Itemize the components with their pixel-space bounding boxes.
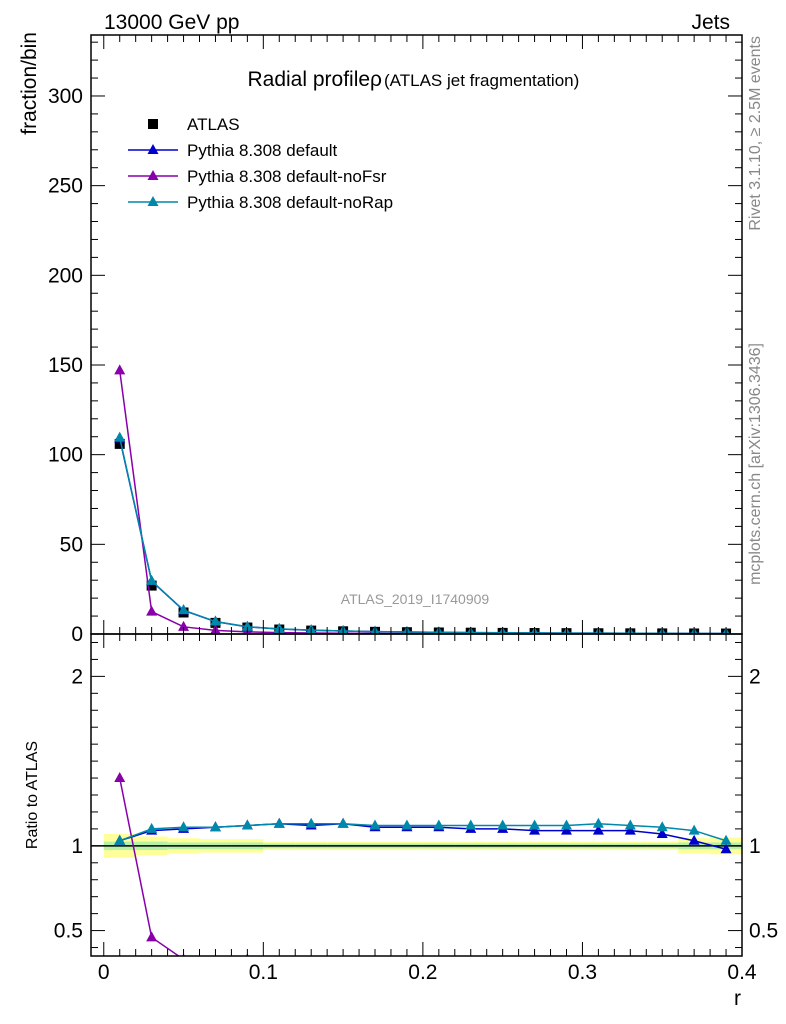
- data-point-pythia-8-308-default-norap: [241, 620, 253, 631]
- y-tick-label: 50: [60, 533, 83, 556]
- main-plot-panel: 0 50 100 150 200 250 300 Radial profileρ (ATLA…: [18, 32, 743, 646]
- legend-marker: [147, 144, 159, 154]
- ratio-point-pythia-8-308-default-nofsr: [338, 962, 349, 972]
- ratio-plot-panel: 0 0.1 0.2 0.3 0.4 0.5 0.5 1 1 2 2 Ratio to ATLAS r: [24, 633, 778, 1010]
- ratio-point-pythia-8-308-default-nofsr: [465, 972, 476, 982]
- ratio-point-pythia-8-308-default-norap: [592, 817, 604, 828]
- ratio-point-pythia-8-308-default-norap: [305, 817, 317, 828]
- x-axis-label: r: [734, 987, 741, 1010]
- data-point-atlas: [114, 438, 125, 449]
- ratio-point-pythia-8-308-default-norap: [114, 834, 126, 845]
- header-left-label: 13000 GeV pp: [104, 11, 239, 34]
- ratio-y-tick-label-left: 0.5: [54, 920, 83, 943]
- ratio-point-pythia-8-308-default-norap: [624, 819, 636, 830]
- ratio-point-pythia-8-308-default-nofsr: [721, 987, 732, 997]
- legend-label: Pythia 8.308 default-noFsr: [187, 167, 387, 186]
- ratio-point-pythia-8-308-default-norap: [146, 822, 158, 833]
- ratio-point-pythia-8-308-default-nofsr: [146, 931, 158, 942]
- ratio-point-pythia-8-308-default: [592, 824, 604, 835]
- legend: ATLAS Pythia 8.308 default Pythia 8.308 de…: [128, 115, 393, 212]
- x-tick-label: 0.1: [249, 961, 278, 984]
- legend-label: Pythia 8.308 default-noRap: [187, 193, 393, 212]
- data-point-pythia-8-308-default-nofsr: [146, 605, 158, 616]
- ratio-point-pythia-8-308-default-norap: [178, 821, 190, 832]
- ratio-frame: [90, 633, 743, 957]
- x-tick-label: 0.4: [727, 961, 757, 984]
- legend-entry: Pythia 8.308 default-noFsr: [128, 167, 387, 186]
- ratio-point-pythia-8-308-default-norap: [433, 819, 445, 830]
- ratio-y-axis-label: Ratio to ATLAS: [24, 741, 41, 849]
- y-axis-label: fraction/bin: [18, 32, 41, 135]
- ratio-point-pythia-8-308-default-norap: [497, 819, 509, 830]
- ratio-point-pythia-8-308-default: [560, 824, 572, 835]
- ratio-point-pythia-8-308-default-norap: [688, 824, 700, 835]
- ratio-point-pythia-8-308-default-nofsr: [306, 960, 317, 970]
- ratio-y-tick-label-right: 0.5: [749, 920, 778, 943]
- x-tick-label: 0.2: [408, 961, 437, 984]
- ratio-y-tick-label-right: 2: [749, 665, 761, 688]
- ratio-data-layer: [91, 772, 742, 997]
- ratio-point-pythia-8-308-default-norap: [273, 817, 285, 828]
- ratio-point-pythia-8-308-default-nofsr: [625, 982, 636, 992]
- data-point-pythia-8-308-default-nofsr: [114, 364, 126, 375]
- ratio-y-tick-label-left: 1: [71, 835, 83, 858]
- ratio-point-pythia-8-308-default-norap: [465, 819, 477, 830]
- ratio-point-pythia-8-308-default-norap: [337, 817, 349, 828]
- legend-entry: Pythia 8.308 default: [128, 141, 338, 160]
- legend-marker: [147, 196, 159, 206]
- data-point-pythia-8-308-default-norap: [209, 615, 221, 626]
- rivet-version-label: Rivet 3.1.10, ≥ 2.5M events: [747, 36, 764, 231]
- main-axis-ticks: 0 50 100 150 200 250 300: [48, 35, 743, 646]
- ratio-point-pythia-8-308-default-norap: [560, 819, 572, 830]
- x-tick-label: 0: [98, 961, 110, 984]
- data-point-pythia-8-308-default-norap: [146, 574, 158, 585]
- ratio-point-pythia-8-308-default-nofsr: [370, 964, 381, 974]
- ratio-point-pythia-8-308-default: [624, 824, 636, 835]
- analysis-watermark: ATLAS_2019_I1740909: [341, 591, 490, 607]
- ratio-point-pythia-8-308-default: [529, 824, 541, 835]
- data-point-pythia-8-308-default-norap: [178, 604, 190, 615]
- header-right-label: Jets: [691, 11, 730, 34]
- legend-entry: ATLAS: [148, 115, 240, 134]
- ratio-axis-ticks: 0 0.1 0.2 0.3 0.4 0.5 0.5 1 1 2 2: [54, 634, 778, 984]
- chart-subtitle: (ATLAS jet fragmentation): [384, 71, 579, 90]
- ratio-point-pythia-8-308-default: [720, 843, 732, 854]
- y-tick-label: 0: [71, 623, 83, 646]
- legend-label: Pythia 8.308 default: [187, 141, 338, 160]
- ratio-point-pythia-8-308-default-norap: [720, 834, 732, 845]
- legend-marker: [148, 119, 158, 129]
- mcplots-reference-label: mcplots.cern.ch [arXiv:1306.3436]: [747, 343, 764, 585]
- y-tick-label: 200: [48, 264, 83, 287]
- ratio-point-pythia-8-308-default-nofsr: [114, 772, 126, 783]
- y-tick-label: 100: [48, 444, 83, 467]
- ratio-point-pythia-8-308-default-norap: [401, 819, 413, 830]
- legend-label: ATLAS: [187, 115, 240, 134]
- ratio-point-pythia-8-308-default-nofsr: [689, 986, 700, 996]
- y-tick-label: 150: [48, 354, 83, 377]
- data-point-atlas: [146, 580, 157, 591]
- ratio-point-pythia-8-308-default-nofsr: [529, 975, 540, 985]
- ratio-point-pythia-8-308-default-norap: [529, 819, 541, 830]
- legend-entry: Pythia 8.308 default-noRap: [128, 193, 393, 212]
- ratio-point-pythia-8-308-default-nofsr: [657, 984, 668, 994]
- ratio-point-pythia-8-308-default-norap: [656, 821, 668, 832]
- x-tick-label: 0.3: [568, 961, 597, 984]
- ratio-point-pythia-8-308-default-nofsr: [497, 974, 508, 984]
- ratio-point-pythia-8-308-default: [656, 827, 668, 838]
- ratio-point-pythia-8-308-default-norap: [241, 819, 253, 830]
- data-point-pythia-8-308-default-norap: [114, 431, 126, 442]
- y-tick-label: 250: [48, 175, 83, 198]
- ratio-point-pythia-8-308-default-norap: [369, 819, 381, 830]
- ratio-y-tick-label-right: 1: [749, 835, 761, 858]
- chart-title: Radial profileρ: [247, 68, 382, 91]
- ratio-point-pythia-8-308-default-norap: [209, 821, 221, 832]
- data-point-pythia-8-308-default-nofsr: [178, 620, 190, 631]
- ratio-y-tick-label-left: 2: [71, 665, 83, 688]
- ratio-line-pythia-8-308-default-norap: [119, 823, 727, 842]
- legend-marker: [147, 170, 159, 180]
- y-tick-label: 300: [48, 85, 83, 108]
- ratio-point-pythia-8-308-default: [688, 834, 700, 845]
